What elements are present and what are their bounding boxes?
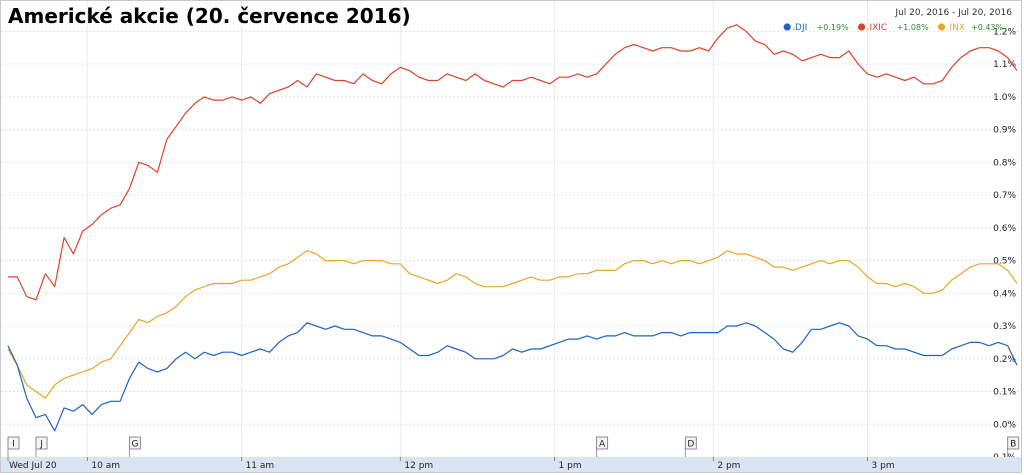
legend-series-change: +0.19% xyxy=(817,23,850,32)
legend-dot-icon xyxy=(783,23,791,31)
series-line-dji xyxy=(7,322,1018,432)
x-tick-label: 12 pm xyxy=(404,461,433,471)
y-tick-label: 0.7% xyxy=(993,191,1016,201)
x-tick-label: Wed Jul 20 xyxy=(9,461,57,471)
legend-series-name: .INX xyxy=(947,23,965,33)
flag-label: J xyxy=(39,440,43,450)
x-tick-label: 3 pm xyxy=(872,461,895,471)
y-tick-label: 0.6% xyxy=(993,224,1016,234)
news-flag[interactable]: D xyxy=(684,436,697,457)
x-tick-label: 2 pm xyxy=(717,461,740,471)
chart-title: Americké akcie (20. července 2016) xyxy=(8,4,411,28)
flag-box xyxy=(1007,436,1020,450)
legend-dot-icon xyxy=(938,23,946,31)
y-tick-label: 0.4% xyxy=(993,289,1016,299)
flag-label: D xyxy=(687,440,694,450)
series-lines xyxy=(7,24,1018,432)
flag-box xyxy=(35,436,48,450)
flag-label: A xyxy=(599,440,606,450)
legend-series-change: +0.43% xyxy=(971,23,1004,32)
legend-dot-icon xyxy=(858,23,866,31)
flag-label: G xyxy=(131,440,138,450)
y-tick-label: 0.1% xyxy=(993,388,1016,398)
flag-label: B xyxy=(1010,440,1016,450)
news-flag[interactable]: I xyxy=(7,436,20,457)
x-axis-bar xyxy=(1,457,1021,472)
legend-item[interactable]: .DJI +0.19% xyxy=(783,23,850,33)
flag-box xyxy=(684,436,697,450)
y-tick-label: 0.3% xyxy=(993,322,1016,332)
flag-box xyxy=(7,436,20,450)
legend-item[interactable]: .IXIC +1.08% xyxy=(858,23,929,33)
date-range: Jul 20, 2016 - Jul 20, 2016 xyxy=(894,8,1012,18)
series-line-ixic xyxy=(8,24,1018,301)
x-tick-label: 10 am xyxy=(91,461,120,471)
legend-series-change: +1.08% xyxy=(897,23,930,32)
x-tick-label: 11 am xyxy=(246,461,275,471)
flag-box xyxy=(596,436,609,450)
legend-item[interactable]: .INX +0.43% xyxy=(938,23,1004,33)
news-flag[interactable]: B xyxy=(1007,436,1020,457)
y-tick-label: 0.8% xyxy=(993,158,1016,168)
news-flag[interactable]: J xyxy=(35,436,48,457)
y-tick-label: 0.0% xyxy=(993,420,1016,430)
news-flag[interactable]: A xyxy=(596,436,609,457)
y-tick-label: 1.0% xyxy=(993,93,1016,103)
x-tick-label: 1 pm xyxy=(559,461,582,471)
y-tick-label: 1.2% xyxy=(993,27,1016,37)
y-tick-label: 0.9% xyxy=(993,126,1016,136)
x-axis-ticks: Wed Jul 20 10 am 11 am 12 pm 1 pm 2 pm 3 pm xyxy=(7,457,895,471)
legend: .DJI +0.19% .IXIC +1.08% .INX +0.43% xyxy=(783,23,1004,33)
y-tick-label: 0.5% xyxy=(993,257,1016,267)
legend-series-name: .DJI xyxy=(792,23,807,33)
series-line-inx xyxy=(7,250,1018,399)
y-tick-label: 1.1% xyxy=(993,60,1016,70)
flag-label: I xyxy=(12,440,15,450)
grid-lines xyxy=(1,1,1021,458)
flag-box xyxy=(128,436,141,450)
legend-series-name: .IXIC xyxy=(867,23,888,33)
news-flag[interactable]: G xyxy=(128,436,141,457)
y-tick-label: 0.2% xyxy=(993,355,1016,365)
